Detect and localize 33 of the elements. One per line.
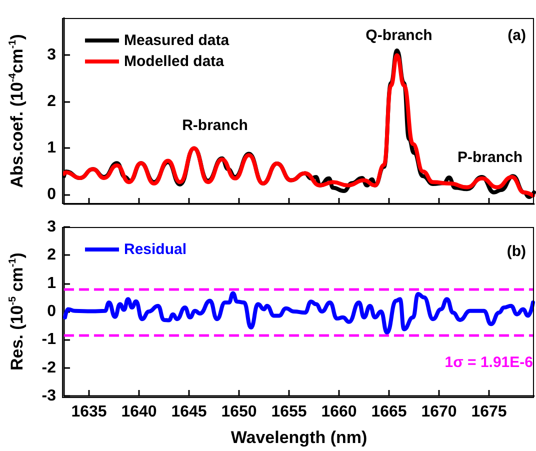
x-tick-label: 1640 [121,404,157,420]
annotation: R-branch [182,117,248,134]
x-tick-label: 1665 [371,404,407,420]
y-tick-label: 3 [47,46,56,64]
annotation: P-branch [457,149,523,166]
x-tick-label: 1675 [471,404,507,420]
y-tick-label: 2 [47,246,56,264]
y-tick-label: 0 [47,186,56,204]
y-tick-label: 1 [47,140,56,157]
y-tick-label: 3 [47,218,56,236]
annotation: (a) [508,27,526,44]
legend-label: Residual [124,241,187,258]
y-tick-label: -3 [42,388,56,404]
y-tick-label: 2 [47,93,56,110]
annotation: Q-branch [366,27,432,44]
legend-label: Measured data [124,32,230,49]
x-tick-label: 1650 [221,404,257,420]
x-axis-title: Wavelength (nm) [230,428,368,447]
x-tick-label: 1660 [321,404,357,420]
x-tick-label: 1655 [271,404,307,420]
y-axis-title: Res. (10-5 cm-1) [8,252,26,370]
annotation: 1σ = 1.91E-6 [444,354,533,371]
annotation: (b) [506,243,526,260]
y-tick-label: -2 [42,359,56,376]
x-tick-label: 1635 [71,404,107,420]
y-tick-label: -1 [42,331,56,348]
y-tick-label: 1 [47,274,56,292]
x-tick-label: 1670 [421,404,457,420]
y-tick-label: 0 [47,303,56,320]
line-series [63,291,535,335]
x-tick-label: 1645 [171,404,207,420]
y-axis-title: Abs.coef. (10-4cm-1) [8,34,26,188]
legend-label: Modelled data [124,53,225,70]
